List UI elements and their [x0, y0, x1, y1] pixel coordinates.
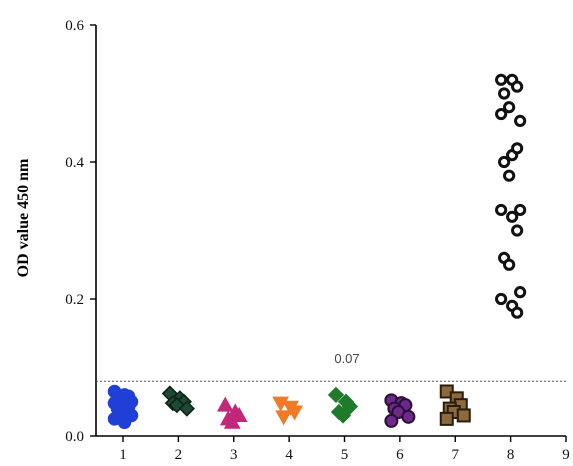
x-tick-label: 6	[396, 447, 404, 463]
data-point	[456, 408, 471, 423]
data-point	[511, 224, 524, 237]
x-tick-label: 4	[285, 447, 293, 463]
x-tick-label: 9	[562, 447, 570, 463]
y-tick-label: 0.4	[65, 155, 84, 171]
data-point	[384, 413, 399, 428]
data-point	[495, 292, 508, 306]
data-point	[498, 155, 511, 169]
data-point	[230, 406, 248, 422]
data-point	[495, 73, 508, 86]
x-tick-label: 2	[175, 447, 183, 463]
x-tick-label: 3	[230, 447, 238, 463]
data-point	[503, 258, 516, 271]
data-point	[514, 114, 527, 128]
data-point	[495, 107, 508, 121]
data-point	[117, 415, 132, 430]
data-points	[107, 73, 527, 430]
x-tick-label: 1	[119, 447, 127, 463]
data-point	[341, 398, 359, 415]
data-point	[216, 396, 234, 412]
data-point	[275, 410, 292, 426]
data-point	[503, 169, 516, 182]
cutoff-label: 0.07	[334, 351, 359, 366]
data-point	[401, 409, 416, 424]
data-point	[334, 407, 352, 424]
axes	[95, 25, 566, 437]
data-point	[511, 80, 524, 93]
y-tick-label: 0.0	[65, 429, 84, 445]
data-point	[498, 87, 511, 100]
data-point	[327, 386, 345, 404]
y-tick-label: 0.2	[65, 292, 84, 308]
data-point	[506, 210, 519, 223]
data-point	[178, 400, 196, 417]
x-tick-label: 5	[341, 447, 349, 463]
x-ticks: 1 2 3 4 5 6 7 8 9	[119, 436, 570, 463]
y-tick-label: 0.6	[65, 18, 84, 34]
data-point	[286, 405, 303, 421]
data-point	[511, 306, 524, 319]
data-point	[223, 413, 241, 429]
data-point	[495, 203, 508, 217]
data-point	[511, 142, 524, 155]
y-ticks: 0.0 0.2 0.4 0.6	[65, 18, 96, 445]
data-point	[514, 203, 527, 217]
data-point	[439, 411, 454, 426]
data-point	[503, 101, 516, 114]
y-axis-label: OD value 450 nm	[15, 158, 32, 277]
x-tick-label: 8	[507, 447, 515, 463]
data-point	[514, 286, 527, 299]
x-tick-label: 7	[452, 447, 460, 463]
